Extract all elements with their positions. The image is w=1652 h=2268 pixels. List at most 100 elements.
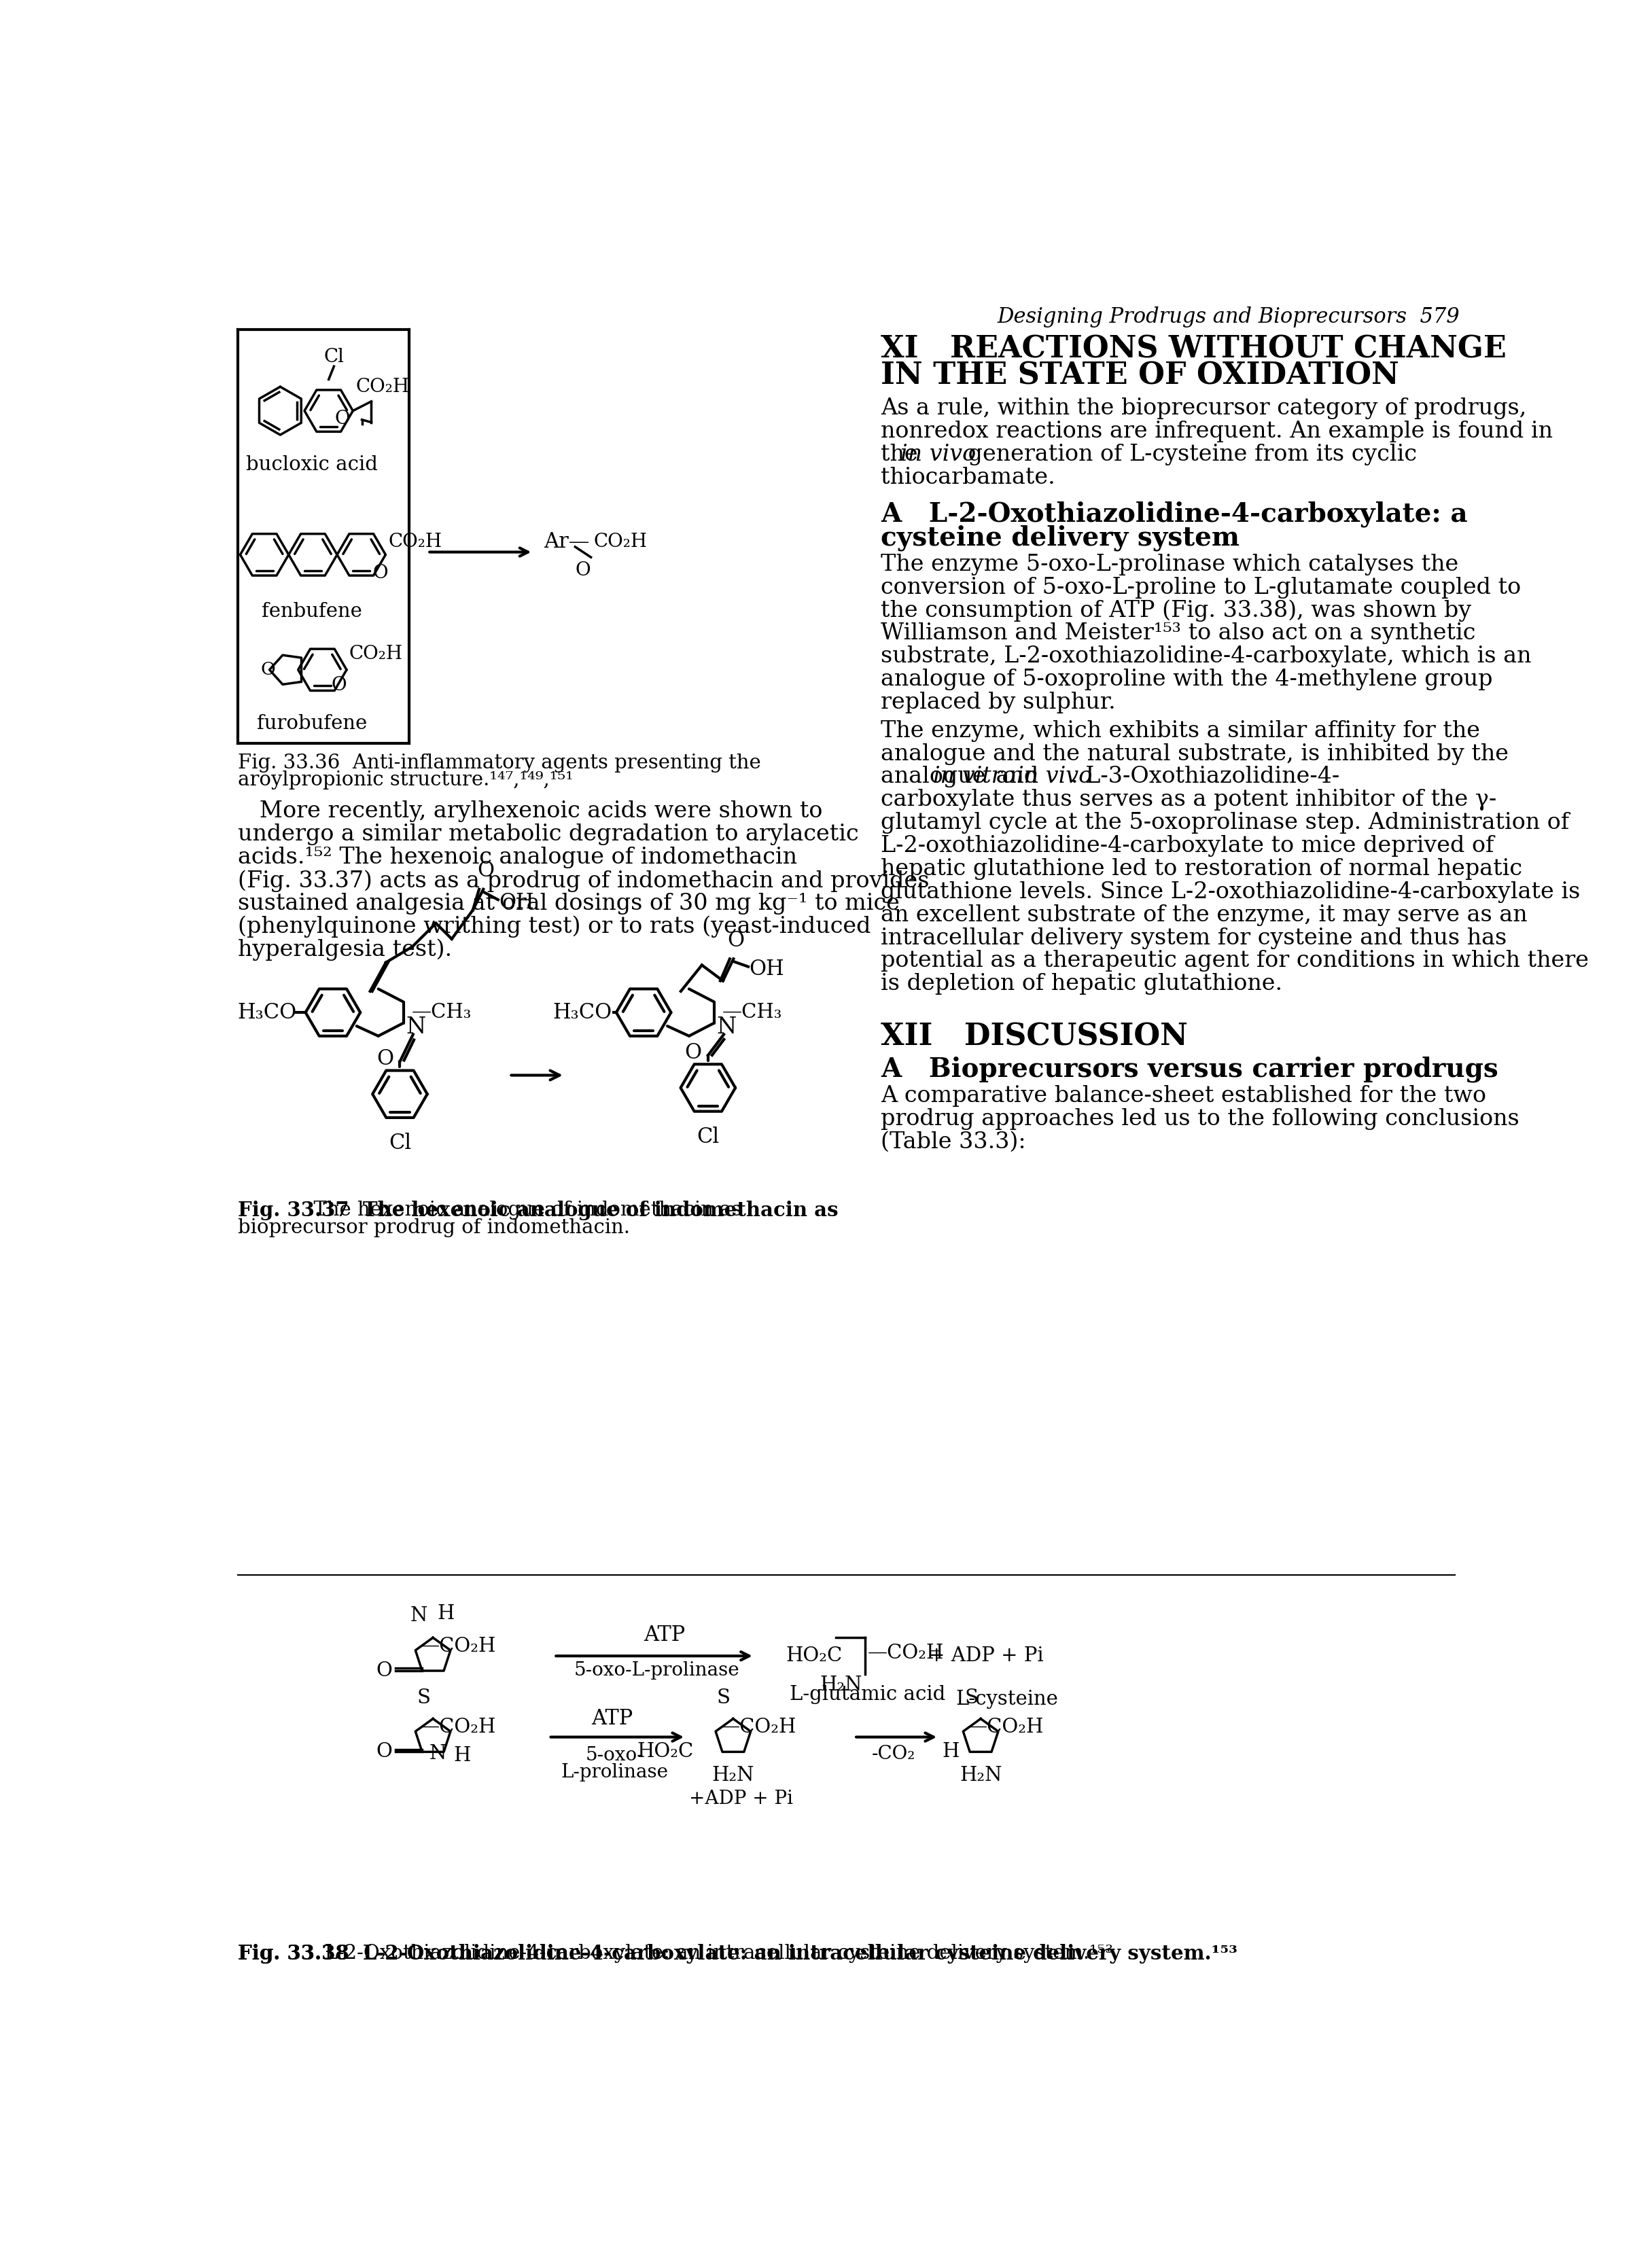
Text: 5-oxo-: 5-oxo-	[585, 1746, 644, 1765]
Text: +ADP + Pi: +ADP + Pi	[689, 1789, 793, 1808]
Text: L-2-Oxothiazolidine-4-carboxylate: an intracellular cysteine delivery system.¹⁵³: L-2-Oxothiazolidine-4-carboxylate: an in…	[312, 1944, 1113, 1962]
Text: acids.¹⁵² The hexenoic analogue of indomethacin: acids.¹⁵² The hexenoic analogue of indom…	[238, 846, 798, 869]
Text: O: O	[377, 1048, 393, 1070]
Text: N: N	[717, 1016, 737, 1039]
Text: IN THE STATE OF OXIDATION: IN THE STATE OF OXIDATION	[881, 361, 1399, 390]
Text: S: S	[416, 1687, 430, 1708]
Text: O: O	[330, 676, 347, 694]
Text: Fig. 33.37  The hexenoic analogue of indomethacin as: Fig. 33.37 The hexenoic analogue of indo…	[238, 1200, 839, 1220]
Text: in vivo: in vivo	[900, 445, 976, 465]
Text: Cl: Cl	[388, 1132, 411, 1154]
Text: O: O	[261, 662, 276, 678]
Text: the consumption of ATP (Fig. 33.38), was shown by: the consumption of ATP (Fig. 33.38), was…	[881, 599, 1472, 621]
Text: in vivo: in vivo	[1016, 767, 1092, 787]
Text: HO₂C: HO₂C	[636, 1742, 694, 1762]
Text: (phenylquinone writhing test) or to rats (yeast-induced: (phenylquinone writhing test) or to rats…	[238, 916, 871, 939]
Text: —CH₃: —CH₃	[722, 1002, 783, 1023]
Text: A   Bioprecursors versus carrier prodrugs: A Bioprecursors versus carrier prodrugs	[881, 1057, 1498, 1082]
Text: ATP: ATP	[591, 1708, 633, 1728]
Text: (Table 33.3):: (Table 33.3):	[881, 1132, 1026, 1152]
Text: glutathione levels. Since L-2-oxothiazolidine-4-carboxylate is: glutathione levels. Since L-2-oxothiazol…	[881, 882, 1579, 903]
Text: H: H	[438, 1603, 454, 1624]
Text: . L-3-Oxothiazolidine-4-: . L-3-Oxothiazolidine-4-	[1070, 767, 1340, 787]
Text: —CH₃: —CH₃	[411, 1002, 471, 1023]
Text: As a rule, within the bioprecursor category of prodrugs,: As a rule, within the bioprecursor categ…	[881, 397, 1526, 420]
Text: aroylpropionic structure.¹⁴⁷,¹⁴⁹,¹⁵¹: aroylpropionic structure.¹⁴⁷,¹⁴⁹,¹⁵¹	[238, 771, 573, 789]
Text: L-2-oxothiazolidine-4-carboxylate to mice deprived of: L-2-oxothiazolidine-4-carboxylate to mic…	[881, 835, 1493, 857]
Text: —CO₂H: —CO₂H	[420, 1637, 496, 1656]
Text: 5-oxo-L-prolinase: 5-oxo-L-prolinase	[573, 1660, 740, 1681]
Text: HO₂C: HO₂C	[786, 1647, 843, 1665]
Text: -CO₂: -CO₂	[872, 1744, 915, 1762]
Text: The hexenoic analogue of indomethacin as: The hexenoic analogue of indomethacin as	[301, 1200, 742, 1220]
Text: CO₂H: CO₂H	[593, 533, 648, 551]
Text: Cl: Cl	[697, 1127, 719, 1148]
Text: Fig. 33.36  Anti-inflammatory agents presenting the: Fig. 33.36 Anti-inflammatory agents pres…	[238, 753, 762, 773]
Text: potential as a therapeutic agent for conditions in which there: potential as a therapeutic agent for con…	[881, 950, 1589, 973]
Text: an excellent substrate of the enzyme, it may serve as an: an excellent substrate of the enzyme, it…	[881, 905, 1528, 925]
Text: carboxylate thus serves as a potent inhibitor of the γ-: carboxylate thus serves as a potent inhi…	[881, 789, 1497, 810]
Text: L-prolinase: L-prolinase	[562, 1762, 669, 1783]
Text: H₂N: H₂N	[712, 1767, 755, 1785]
Text: O: O	[727, 930, 745, 950]
Text: H: H	[942, 1742, 960, 1762]
Text: analogue and the natural substrate, is inhibited by the: analogue and the natural substrate, is i…	[881, 744, 1508, 764]
Text: O: O	[373, 565, 388, 583]
Text: Designing Prodrugs and Bioprecursors  579: Designing Prodrugs and Bioprecursors 579	[998, 306, 1460, 327]
Text: H₃CO: H₃CO	[238, 1002, 297, 1023]
Text: More recently, arylhexenoic acids were shown to: More recently, arylhexenoic acids were s…	[238, 801, 823, 823]
Text: is depletion of hepatic glutathione.: is depletion of hepatic glutathione.	[881, 973, 1282, 996]
Text: S: S	[965, 1687, 978, 1708]
Text: A comparative balance-sheet established for the two: A comparative balance-sheet established …	[881, 1084, 1487, 1107]
Text: H₃CO: H₃CO	[553, 1002, 611, 1023]
Text: sustained analgesia at oral dosings of 30 mg kg⁻¹ to mice: sustained analgesia at oral dosings of 3…	[238, 894, 900, 914]
Text: Williamson and Meister¹⁵³ to also act on a synthetic: Williamson and Meister¹⁵³ to also act on…	[881, 624, 1475, 644]
Text: furobufene: furobufene	[256, 714, 367, 733]
Text: —CO₂H: —CO₂H	[420, 1717, 496, 1737]
Text: N: N	[430, 1744, 446, 1762]
Text: O: O	[377, 1660, 392, 1681]
Text: —CO₂H: —CO₂H	[867, 1644, 943, 1662]
Text: ATP: ATP	[644, 1624, 686, 1647]
Text: glutamyl cycle at the 5-oxoprolinase step. Administration of: glutamyl cycle at the 5-oxoprolinase ste…	[881, 812, 1569, 835]
Text: O: O	[477, 860, 494, 882]
Text: H₂N: H₂N	[819, 1676, 862, 1694]
Text: fenbufene: fenbufene	[261, 601, 362, 621]
Text: analogue of 5-oxoproline with the 4-methylene group: analogue of 5-oxoproline with the 4-meth…	[881, 669, 1492, 689]
Text: bioprecursor prodrug of indomethacin.: bioprecursor prodrug of indomethacin.	[238, 1218, 629, 1238]
Text: N: N	[410, 1606, 428, 1626]
Text: substrate, L-2-oxothiazolidine-4-carboxylate, which is an: substrate, L-2-oxothiazolidine-4-carboxy…	[881, 646, 1531, 667]
Text: CO₂H: CO₂H	[349, 644, 403, 662]
Text: undergo a similar metabolic degradation to arylacetic: undergo a similar metabolic degradation …	[238, 823, 859, 846]
Text: CO₂H: CO₂H	[355, 379, 410, 397]
Text: A   L-2-Oxothiazolidine-4-carboxylate: a: A L-2-Oxothiazolidine-4-carboxylate: a	[881, 501, 1467, 526]
Text: OH: OH	[750, 959, 785, 980]
Text: conversion of 5-oxo-L-proline to L-glutamate coupled to: conversion of 5-oxo-L-proline to L-gluta…	[881, 576, 1521, 599]
Text: S: S	[717, 1687, 730, 1708]
Text: the: the	[881, 445, 925, 465]
Text: CO₂H: CO₂H	[388, 533, 441, 551]
Text: XII   DISCUSSION: XII DISCUSSION	[881, 1023, 1188, 1052]
Text: hyperalgesia test).: hyperalgesia test).	[238, 939, 453, 962]
Text: H: H	[454, 1746, 471, 1765]
Text: O: O	[575, 560, 591, 581]
Text: + ADP + Pi: + ADP + Pi	[928, 1647, 1044, 1665]
Text: generation of L-cysteine from its cyclic: generation of L-cysteine from its cyclic	[961, 445, 1417, 465]
Text: Ar—: Ar—	[544, 531, 590, 551]
Text: Fig. 33.38  L-2-Oxothiazolidine-4-carboxylate: an intracellular cysteine deliver: Fig. 33.38 L-2-Oxothiazolidine-4-carboxy…	[238, 1944, 1237, 1964]
Text: H₂N: H₂N	[960, 1767, 1001, 1785]
Text: analogue: analogue	[881, 767, 993, 787]
Text: hepatic glutathione led to restoration of normal hepatic: hepatic glutathione led to restoration o…	[881, 857, 1521, 880]
Text: O: O	[335, 411, 350, 429]
Text: (Fig. 33.37) acts as a prodrug of indomethacin and provides: (Fig. 33.37) acts as a prodrug of indome…	[238, 869, 930, 891]
Text: —CO₂H: —CO₂H	[968, 1717, 1044, 1737]
Text: prodrug approaches led us to the following conclusions: prodrug approaches led us to the followi…	[881, 1109, 1520, 1129]
Text: in vitro: in vitro	[933, 767, 1016, 787]
Text: XI   REACTIONS WITHOUT CHANGE: XI REACTIONS WITHOUT CHANGE	[881, 336, 1507, 365]
Text: nonredox reactions are infrequent. An example is found in: nonredox reactions are infrequent. An ex…	[881, 422, 1553, 442]
Text: N: N	[406, 1016, 426, 1039]
Text: L-glutamic acid: L-glutamic acid	[790, 1685, 945, 1703]
Text: The enzyme, which exhibits a similar affinity for the: The enzyme, which exhibits a similar aff…	[881, 719, 1480, 742]
Text: and: and	[988, 767, 1046, 787]
Text: —CO₂H: —CO₂H	[720, 1717, 796, 1737]
